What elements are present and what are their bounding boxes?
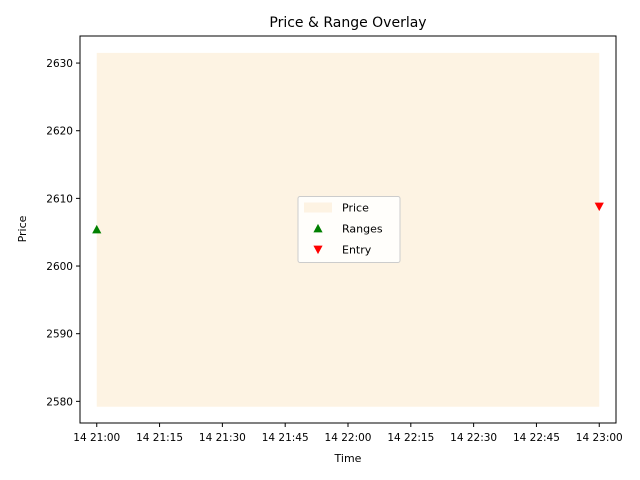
- y-tick-label: 2610: [46, 193, 73, 205]
- x-axis: 14 21:00 14 21:15 14 21:30 14 21:45 14 22:00…: [73, 423, 623, 444]
- y-tick-label: 2580: [46, 396, 73, 408]
- legend-label: Entry: [342, 244, 372, 257]
- x-tick-label: 14 22:45: [513, 432, 560, 444]
- x-axis-label: Time: [334, 452, 362, 465]
- y-tick-label: 2600: [46, 261, 73, 273]
- y-axis: 2580 2590 2600 2610 2620 2630: [46, 58, 80, 408]
- x-tick-label: 14 22:15: [387, 432, 434, 444]
- chart-title: Price & Range Overlay: [269, 15, 426, 31]
- x-tick-label: 14 21:45: [262, 432, 309, 444]
- legend-swatch-price: [304, 202, 332, 213]
- y-axis-label: Price: [16, 215, 29, 242]
- x-tick-label: 14 21:30: [199, 432, 246, 444]
- legend-label: Price: [342, 202, 369, 215]
- y-tick-label: 2620: [46, 126, 73, 138]
- entry-marker: [594, 202, 604, 212]
- legend-box: [297, 196, 401, 263]
- x-tick-label: 14 21:00: [73, 432, 120, 444]
- x-tick-label: 14 22:30: [450, 432, 497, 444]
- legend-label: Ranges: [342, 223, 383, 236]
- x-tick-label: 14 21:15: [136, 432, 183, 444]
- legend-marker-entry: [313, 245, 323, 255]
- legend-marker-ranges: [313, 223, 323, 233]
- y-tick-label: 2630: [46, 58, 73, 70]
- legend: Price Ranges Entry: [297, 196, 401, 263]
- y-tick-label: 2590: [46, 329, 73, 341]
- x-tick-label: 14 22:00: [325, 432, 372, 444]
- x-tick-label: 14 23:00: [576, 432, 623, 444]
- ranges-marker: [92, 224, 102, 234]
